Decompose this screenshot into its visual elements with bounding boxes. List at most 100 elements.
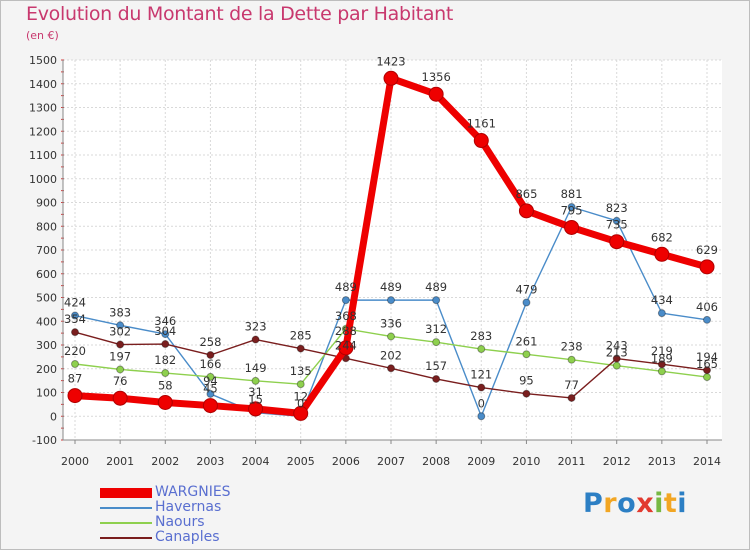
data-point-canaples [161, 340, 170, 349]
data-label-naours: 368 [335, 309, 357, 323]
data-label-wargnies: 31 [248, 385, 263, 399]
data-label-canaples: 285 [290, 329, 312, 343]
data-label-canaples: 219 [651, 344, 673, 358]
data-label-naours: 213 [606, 346, 628, 360]
data-label-havernas: 479 [515, 282, 537, 296]
data-label-canaples: 258 [199, 335, 221, 349]
data-point-canaples [71, 328, 79, 337]
y-tick-label: 1100 [29, 149, 57, 162]
data-label-canaples: 244 [335, 338, 357, 352]
x-tick-label: 2013 [648, 455, 676, 468]
data-label-naours: 197 [109, 349, 131, 363]
legend-swatch-naours [100, 521, 152, 524]
data-label-havernas: 0 [297, 396, 304, 410]
data-point-havernas [116, 321, 125, 330]
y-tick-label: 800 [36, 220, 57, 233]
data-label-wargnies: 795 [561, 203, 583, 217]
data-point-wargnies [564, 219, 580, 235]
chart-subtitle: (en €) [26, 29, 59, 42]
y-tick-label: 200 [36, 363, 57, 376]
x-tick-label: 2007 [377, 455, 405, 468]
legend-label-wargnies: WARGNIES [155, 484, 231, 500]
legend-swatch-canaples [100, 536, 152, 539]
data-point-canaples [387, 364, 395, 373]
data-label-naours: 261 [515, 334, 537, 348]
data-point-canaples [703, 366, 711, 375]
data-point-wargnies [248, 401, 264, 417]
data-point-naours [432, 338, 441, 347]
data-point-naours [657, 367, 666, 376]
x-tick-label: 2005 [287, 455, 315, 468]
data-point-wargnies [609, 234, 625, 250]
data-label-naours: 283 [470, 329, 492, 343]
data-point-havernas [703, 315, 711, 324]
data-point-havernas [567, 203, 576, 212]
data-point-canaples [206, 350, 215, 359]
data-label-havernas: 0 [478, 396, 485, 410]
data-label-wargnies: 682 [651, 230, 673, 244]
data-label-canaples: 77 [564, 378, 579, 392]
data-label-wargnies: 45 [203, 382, 218, 396]
data-point-canaples [432, 374, 441, 383]
x-tick-label: 2014 [693, 455, 721, 468]
data-label-havernas: 489 [425, 280, 447, 294]
data-label-canaples: 202 [380, 348, 402, 362]
data-point-wargnies [157, 394, 173, 410]
y-tick-label: 700 [36, 244, 57, 257]
chart-title: Evolution du Montant de la Dette par Hab… [26, 3, 454, 25]
data-point-naours [251, 376, 260, 385]
y-tick-label: 1400 [29, 78, 57, 91]
y-tick-label: 300 [36, 339, 57, 352]
data-point-wargnies [473, 133, 489, 149]
data-point-canaples [567, 393, 576, 402]
data-label-havernas: 489 [335, 280, 357, 294]
data-label-havernas: 434 [651, 293, 673, 307]
data-point-canaples [477, 383, 486, 392]
legend-label-havernas: Havernas [155, 499, 222, 515]
legend-swatch-wargnies [100, 487, 152, 498]
data-label-naours: 189 [651, 351, 673, 365]
data-point-naours [387, 332, 395, 341]
data-point-naours [703, 373, 711, 382]
data-label-havernas: 94 [203, 374, 218, 388]
data-label-naours: 312 [425, 322, 447, 336]
y-tick-label: 0 [50, 410, 57, 423]
data-point-naours [612, 361, 621, 370]
data-point-havernas [206, 389, 215, 398]
y-tick-label: 400 [36, 315, 57, 328]
y-tick-label: 500 [36, 292, 57, 305]
legend-swatch-havernas [100, 506, 152, 509]
data-label-havernas: 424 [64, 296, 86, 310]
data-label-canaples: 302 [109, 325, 131, 339]
data-label-wargnies: 288 [335, 324, 357, 338]
y-tick-label: 1200 [29, 125, 57, 138]
legend-item-naours: Naours [100, 515, 231, 530]
data-point-wargnies [518, 203, 534, 219]
data-point-naours [296, 380, 305, 389]
data-label-canaples: 95 [519, 374, 534, 388]
x-tick-label: 2008 [422, 455, 450, 468]
data-label-havernas: 881 [561, 187, 583, 201]
x-tick-label: 2002 [151, 455, 179, 468]
data-label-wargnies: 1161 [467, 117, 496, 131]
legend-item-canaples: Canaples [100, 530, 231, 545]
data-point-havernas [341, 296, 350, 305]
data-point-wargnies [202, 398, 218, 414]
data-point-naours [477, 345, 486, 354]
data-label-naours: 182 [154, 353, 176, 367]
data-label-wargnies: 1423 [376, 54, 405, 68]
data-point-canaples [612, 354, 621, 363]
data-label-canaples: 121 [470, 368, 492, 382]
data-point-wargnies [67, 388, 83, 404]
x-tick-label: 2011 [558, 455, 586, 468]
data-label-wargnies: 87 [68, 372, 83, 386]
data-point-canaples [251, 335, 260, 344]
y-tick-label: -100 [32, 434, 57, 447]
data-label-wargnies: 629 [696, 243, 718, 257]
data-point-canaples [657, 360, 666, 369]
proxiti-logo: Proxiti [583, 488, 688, 519]
data-label-naours: 135 [290, 364, 312, 378]
data-point-wargnies [112, 390, 128, 406]
data-label-havernas: 383 [109, 305, 131, 319]
